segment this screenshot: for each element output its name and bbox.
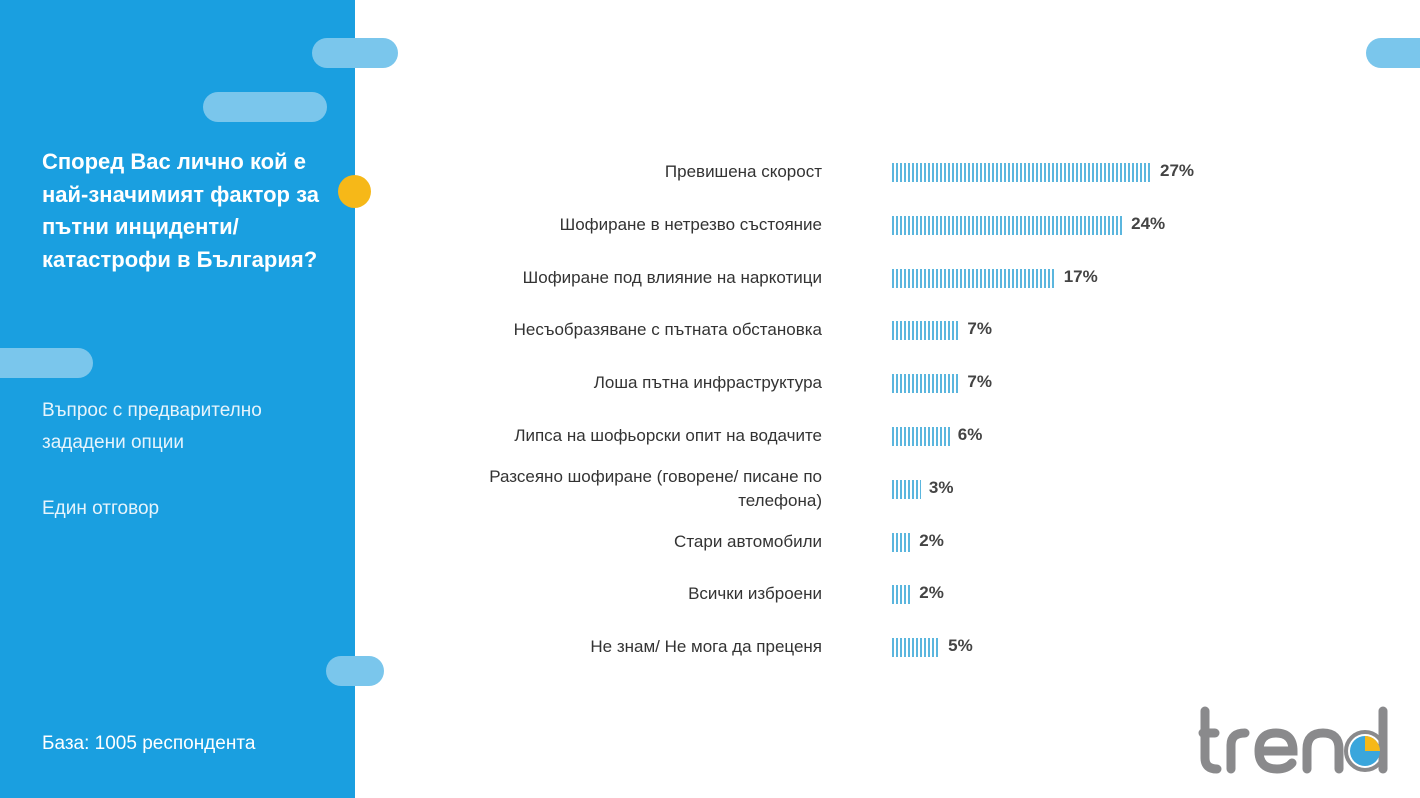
chart-row: Превишена скорост 27% bbox=[480, 147, 1280, 197]
answer-type-note: Един отговор bbox=[42, 498, 160, 519]
decor-pill bbox=[1366, 38, 1420, 68]
decor-pill bbox=[312, 38, 398, 68]
bar bbox=[892, 585, 912, 605]
category-label: Всички изброени bbox=[688, 584, 822, 604]
category-label: Липса на шофьорски опит на водачите bbox=[514, 426, 822, 445]
chart-row: Не знам/ Не мога да преценя 5% bbox=[480, 622, 1280, 672]
category-label: Лоша пътна инфраструктура bbox=[593, 373, 822, 393]
sample-base: База: 1005 респондента bbox=[42, 733, 256, 754]
category-label: Шофиране под влияние на наркотици bbox=[522, 267, 822, 287]
question-type-note: Въпрос с предварително зададени опции bbox=[42, 400, 262, 453]
bar bbox=[892, 427, 950, 446]
value-label: 7% bbox=[967, 372, 992, 392]
value-label: 6% bbox=[957, 425, 983, 444]
value-label: 7% bbox=[967, 319, 992, 339]
sidebar bbox=[0, 0, 355, 798]
value-label: 2% bbox=[919, 583, 944, 603]
value-label: 2% bbox=[919, 530, 944, 550]
category-label: Несъобразяване с пътната обстановка bbox=[513, 320, 822, 340]
value-label: 3% bbox=[928, 477, 954, 497]
chart-row: Всички изброени 2% bbox=[480, 569, 1280, 619]
chart-row: Разсеяно шофиране (говорене/ писане по т… bbox=[480, 464, 1280, 514]
bar bbox=[892, 215, 1124, 235]
value-label: 27% bbox=[1160, 161, 1195, 180]
bar bbox=[892, 532, 912, 552]
category-label: Разсеяно шофиране (говорене/ писане по т… bbox=[489, 466, 822, 510]
bar bbox=[892, 268, 1056, 288]
bar bbox=[892, 374, 960, 394]
chart-row: Липса на шофьорски опит на водачите 6% bbox=[480, 411, 1280, 461]
value-label: 17% bbox=[1063, 266, 1098, 286]
category-label: Не знам/ Не мога да преценя bbox=[590, 637, 822, 657]
chart-row: Лоша пътна инфраструктура 7% bbox=[480, 358, 1280, 408]
question-title: Според Вас лично кой е най-значимият фак… bbox=[42, 149, 319, 272]
bar bbox=[892, 163, 1152, 182]
category-label: Стари автомобили bbox=[674, 531, 822, 551]
chart-row: Стари автомобили 2% bbox=[480, 517, 1280, 567]
decor-dot bbox=[338, 175, 371, 208]
bar bbox=[892, 479, 921, 499]
chart-row: Шофиране в нетрезво състояние 24% bbox=[480, 200, 1280, 250]
chart-row: Несъобразяване с пътната обстановка 7% bbox=[480, 305, 1280, 355]
category-label: Шофиране в нетрезво състояние bbox=[559, 214, 822, 234]
decor-pill bbox=[203, 92, 327, 122]
chart-row: Шофиране под влияние на наркотици 17% bbox=[480, 253, 1280, 303]
trend-logo bbox=[1198, 706, 1388, 774]
decor-pill bbox=[326, 656, 384, 686]
bar bbox=[892, 638, 941, 658]
bar bbox=[892, 321, 960, 341]
decor-pill bbox=[0, 348, 93, 378]
value-label: 24% bbox=[1131, 213, 1166, 233]
value-label: 5% bbox=[948, 636, 973, 656]
category-label: Превишена скорост bbox=[664, 162, 822, 181]
